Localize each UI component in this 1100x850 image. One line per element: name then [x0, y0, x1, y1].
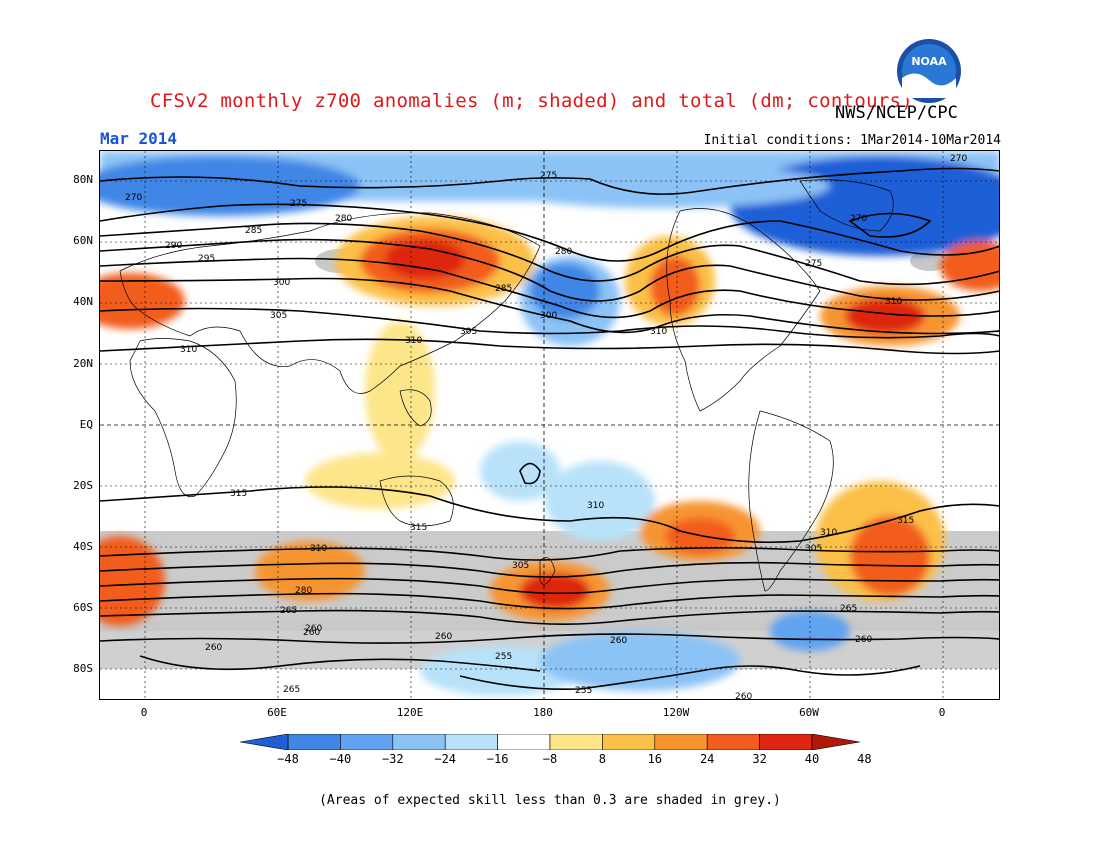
- colorbar: [240, 734, 860, 750]
- contour-label: 270: [950, 154, 967, 164]
- noaa-logo: NOAA: [897, 39, 961, 103]
- lat-label-eq: EQ: [79, 418, 93, 431]
- contour-label: 260: [435, 632, 452, 642]
- colorbar-cell: [392, 734, 446, 750]
- contour-label: 280: [555, 247, 572, 257]
- contour-label: 300: [540, 311, 557, 321]
- lon-label-60e: 60E: [267, 706, 287, 719]
- footnote: (Areas of expected skill less than 0.3 a…: [319, 793, 781, 808]
- lat-label-40s: 40S: [73, 540, 93, 553]
- lat-label-80n: 80N: [73, 173, 93, 186]
- colorbar-label: 40: [804, 752, 820, 766]
- contour-labels: 270 275 280 285 290 295 300 305 310 315 …: [125, 154, 967, 700]
- contour-label: 315: [897, 516, 914, 526]
- contour-label: 305: [805, 544, 822, 554]
- colorbar-label: −24: [434, 752, 457, 766]
- lat-label-60n: 60N: [73, 234, 93, 247]
- colorbar-label: 32: [752, 752, 767, 766]
- agency-label: NWS/NCEP/CPC: [835, 103, 958, 123]
- lon-label-0: 0: [140, 706, 148, 719]
- colorbar-cells: [287, 734, 813, 750]
- forecast-month: Mar 2014: [100, 129, 178, 148]
- equator-dateline: [100, 151, 999, 699]
- contour-label: 310: [820, 528, 837, 538]
- lat-label-20s: 20S: [73, 479, 93, 492]
- anomaly-shading: [100, 151, 999, 696]
- colorbar-label: −32: [381, 752, 404, 766]
- initial-conditions: Initial conditions: 1Mar2014-10Mar2014: [703, 133, 1001, 148]
- map-panel: 270 275 280 285 290 295 300 305 310 315 …: [99, 150, 1000, 700]
- contour-label: 280: [295, 586, 312, 596]
- contour-label: 270: [850, 214, 867, 224]
- contour-label: 260: [610, 636, 627, 646]
- contour-label: 270: [125, 193, 142, 203]
- colorbar-label: 48: [857, 752, 872, 766]
- colorbar-cell: [759, 734, 813, 750]
- colorbar-cell: [287, 734, 341, 750]
- lon-label-120w: 120W: [662, 706, 690, 719]
- svg-text:NOAA: NOAA: [911, 55, 947, 68]
- colorbar-label: −8: [542, 752, 558, 766]
- colorbar-label: 8: [598, 752, 606, 766]
- colorbar-label: −16: [486, 752, 509, 766]
- contour-label: 310: [587, 501, 604, 511]
- contour-label: 275: [805, 259, 822, 269]
- contour-label: 290: [165, 241, 182, 251]
- lon-label-0-right: 0: [938, 706, 946, 719]
- colorbar-label: 16: [647, 752, 663, 766]
- colorbar-label: −48: [277, 752, 299, 766]
- colorbar-cell: [444, 734, 498, 750]
- contour-label: 310: [180, 345, 197, 355]
- contour-label: 285: [245, 226, 262, 236]
- colorbar-cell: [602, 734, 656, 750]
- contour-label: 285: [495, 284, 512, 294]
- lon-label-180: 180: [533, 706, 553, 719]
- contour-label: 315: [230, 489, 247, 499]
- contour-label: 310: [885, 297, 902, 307]
- lat-label-40n: 40N: [73, 295, 93, 308]
- contour-label: 260: [303, 628, 320, 638]
- contour-label: 305: [512, 561, 529, 571]
- lat-label-60s: 60S: [73, 601, 93, 614]
- contour-label: 260: [305, 624, 322, 634]
- contour-label: 310: [405, 336, 422, 346]
- lat-label-80s: 80S: [73, 662, 93, 675]
- colorbar-cell: [340, 734, 394, 750]
- contour-label: 310: [310, 544, 327, 554]
- lon-label-60w: 60W: [799, 706, 819, 719]
- colorbar-left-arrow: [240, 734, 289, 750]
- lat-label-20n: 20N: [73, 357, 93, 370]
- colorbar-label: 24: [699, 752, 715, 766]
- colorbar-right-arrow: [811, 734, 860, 750]
- height-contours: [100, 167, 999, 691]
- colorbar-cell: [706, 734, 760, 750]
- contour-label: 260: [855, 635, 872, 645]
- contour-label: 295: [198, 254, 215, 264]
- colorbar-cell: [549, 734, 603, 750]
- contour-label: 280: [335, 214, 352, 224]
- contour-label: 265: [840, 604, 857, 614]
- contour-label: 260: [205, 643, 222, 653]
- contour-label: 305: [270, 311, 287, 321]
- colorbar-label: −40: [329, 752, 352, 766]
- contour-label: 310: [650, 327, 667, 337]
- contour-label: 260: [735, 692, 752, 700]
- coastlines: [119, 179, 894, 592]
- contour-label: 255: [575, 686, 592, 696]
- contour-label: 305: [460, 327, 477, 337]
- contour-label: 265: [280, 606, 297, 616]
- contour-label: 275: [540, 171, 557, 181]
- contour-label: 265: [283, 685, 300, 695]
- anomaly-map: 270 275 280 285 290 295 300 305 310 315 …: [100, 151, 999, 700]
- contour-label: 275: [290, 199, 307, 209]
- contour-label: 315: [410, 523, 427, 533]
- contour-label: 300: [273, 278, 290, 288]
- colorbar-cell: [497, 734, 551, 750]
- chart-title: CFSv2 monthly z700 anomalies (m; shaded)…: [150, 90, 914, 112]
- contour-label: 255: [495, 652, 512, 662]
- lon-label-120e: 120E: [396, 706, 424, 719]
- colorbar-cell: [654, 734, 708, 750]
